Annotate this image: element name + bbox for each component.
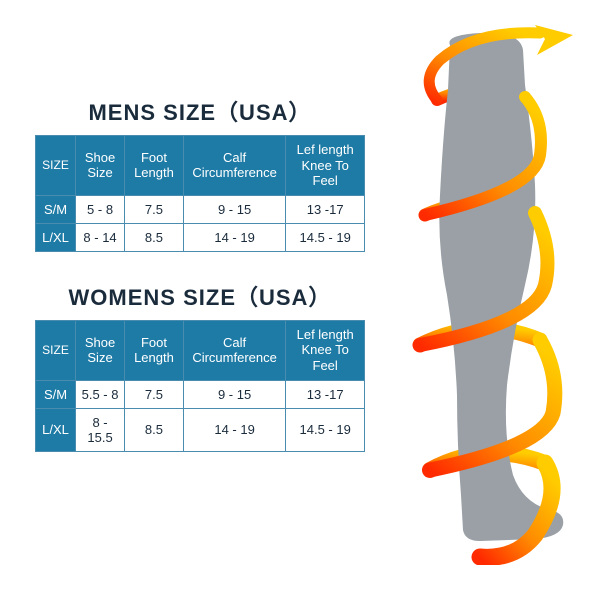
table-header-row: SIZE Shoe Size Foot Length Calf Circumfe… xyxy=(36,136,365,196)
mens-title: MENS SIZE（USA） xyxy=(35,95,365,127)
col-size: SIZE xyxy=(36,136,76,196)
cell: 8 - 15.5 xyxy=(76,408,125,451)
cell: 14.5 - 19 xyxy=(286,408,365,451)
cell: 14 - 19 xyxy=(183,408,286,451)
table-row: L/XL 8 - 15.5 8.5 14 - 19 14.5 - 19 xyxy=(36,408,365,451)
table-row: L/XL 8 - 14 8.5 14 - 19 14.5 - 19 xyxy=(36,223,365,251)
cell: 13 -17 xyxy=(286,380,365,408)
col-length: Lef length Knee To Feel xyxy=(286,136,365,196)
cell: 8 - 14 xyxy=(76,223,125,251)
col-foot: Foot Length xyxy=(125,136,184,196)
cell: 7.5 xyxy=(125,195,184,223)
cell: 8.5 xyxy=(125,408,184,451)
col-foot: Foot Length xyxy=(125,320,184,380)
womens-title: WOMENS SIZE（USA） xyxy=(35,280,365,312)
col-calf: Calf Circumference xyxy=(183,320,286,380)
table-header-row: SIZE Shoe Size Foot Length Calf Circumfe… xyxy=(36,320,365,380)
row-label: L/XL xyxy=(36,408,76,451)
size-tables-container: MENS SIZE（USA） SIZE Shoe Size Foot Lengt… xyxy=(35,95,365,480)
cell: 14 - 19 xyxy=(183,223,286,251)
cell: 5 - 8 xyxy=(76,195,125,223)
cell: 5.5 - 8 xyxy=(76,380,125,408)
row-label: L/XL xyxy=(36,223,76,251)
leg-spiral-svg xyxy=(385,25,575,565)
mens-size-table: SIZE Shoe Size Foot Length Calf Circumfe… xyxy=(35,135,365,252)
col-shoe: Shoe Size xyxy=(76,136,125,196)
col-length: Lef length Knee To Feel xyxy=(286,320,365,380)
cell: 14.5 - 19 xyxy=(286,223,365,251)
row-label: S/M xyxy=(36,380,76,408)
row-label: S/M xyxy=(36,195,76,223)
col-calf: Calf Circumference xyxy=(183,136,286,196)
table-row: S/M 5.5 - 8 7.5 9 - 15 13 -17 xyxy=(36,380,365,408)
col-size: SIZE xyxy=(36,320,76,380)
cell: 8.5 xyxy=(125,223,184,251)
cell: 9 - 15 xyxy=(183,380,286,408)
leg-illustration xyxy=(385,25,575,565)
cell: 13 -17 xyxy=(286,195,365,223)
cell: 9 - 15 xyxy=(183,195,286,223)
table-row: S/M 5 - 8 7.5 9 - 15 13 -17 xyxy=(36,195,365,223)
womens-size-table: SIZE Shoe Size Foot Length Calf Circumfe… xyxy=(35,320,365,452)
cell: 7.5 xyxy=(125,380,184,408)
col-shoe: Shoe Size xyxy=(76,320,125,380)
arrowhead-icon xyxy=(535,25,573,55)
